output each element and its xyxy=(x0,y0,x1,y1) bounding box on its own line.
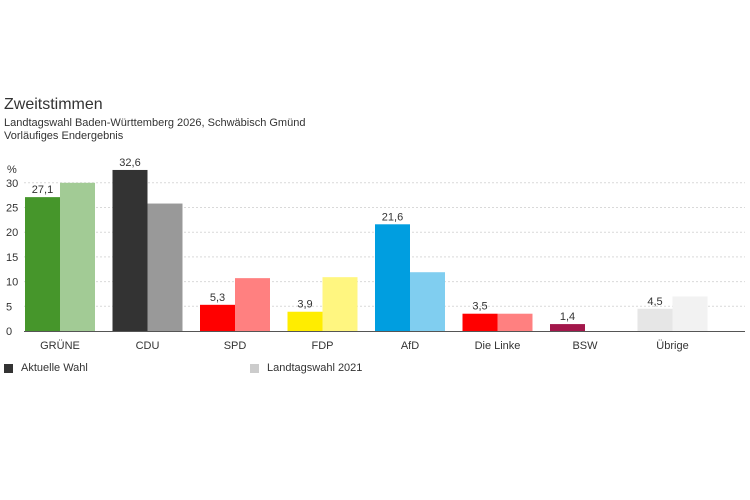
y-tick-label: 25 xyxy=(6,203,18,215)
y-tick-label: 30 xyxy=(6,178,18,190)
legend-label-current: Aktuelle Wahl xyxy=(21,362,88,374)
chart-subtitle: Landtagswahl Baden-Württemberg 2026, Sch… xyxy=(4,117,306,129)
legend-label-previous: Landtagswahl 2021 xyxy=(267,362,363,374)
data-label: 1,4 xyxy=(560,311,575,323)
bar-previous xyxy=(322,277,358,331)
legend-item-previous: Landtagswahl 2021 xyxy=(250,362,362,374)
y-axis: % 0 5 10 15 20 25 30 xyxy=(6,164,745,338)
x-tick-label: BSW xyxy=(572,340,598,352)
x-tick-label: Die Linke xyxy=(475,340,521,352)
x-tick-label: CDU xyxy=(136,340,160,352)
data-label: 27,1 xyxy=(32,184,53,196)
x-tick-label: SPD xyxy=(224,340,247,352)
bar-current xyxy=(25,197,60,331)
y-tick-label: 20 xyxy=(6,227,18,239)
y-tick-label: 15 xyxy=(6,252,18,264)
y-tick-label: 10 xyxy=(6,277,18,289)
bar-current xyxy=(112,169,148,331)
x-tick-label: GRÜNE xyxy=(40,340,80,352)
bar-previous xyxy=(147,203,183,331)
x-axis: GRÜNE CDU SPD FDP AfD Die Linke BSW Übrige xyxy=(40,340,689,352)
bar-current xyxy=(550,324,585,331)
chart-subtitle-status: Vorläufiges Endergebnis xyxy=(4,130,124,142)
x-tick-label: FDP xyxy=(312,340,334,352)
data-label: 32,6 xyxy=(119,157,140,169)
bar-chart: % 0 5 10 15 20 25 30 27,1 32,6 5,3 3,9 21,6 3,5 1,4 4,… xyxy=(6,157,745,352)
data-label: 3,9 xyxy=(297,299,312,311)
bar-current xyxy=(375,224,410,331)
bar-previous xyxy=(672,296,708,331)
data-label: 3,5 xyxy=(472,301,487,313)
chart-title: Zweitstimmen xyxy=(4,96,103,113)
bars xyxy=(25,169,708,331)
data-label: 21,6 xyxy=(382,211,403,223)
legend-swatch-previous xyxy=(250,363,259,373)
bar-current xyxy=(287,311,323,331)
bar-previous xyxy=(410,272,445,331)
bar-previous xyxy=(497,313,533,331)
bar-current xyxy=(200,304,235,331)
x-tick-label: AfD xyxy=(401,340,419,352)
legend-swatch-current xyxy=(4,363,13,373)
y-tick-label: 0 xyxy=(6,326,12,338)
bar-current xyxy=(462,313,498,331)
y-tick-label: 5 xyxy=(6,301,12,313)
x-tick-label: Übrige xyxy=(656,340,688,352)
bar-current xyxy=(637,308,673,331)
data-labels: 27,1 32,6 5,3 3,9 21,6 3,5 1,4 4,5 xyxy=(32,157,663,323)
y-axis-label: % xyxy=(7,164,17,176)
data-label: 4,5 xyxy=(647,296,662,308)
data-label: 5,3 xyxy=(210,292,225,304)
legend-item-current: Aktuelle Wahl xyxy=(4,362,88,374)
bar-previous xyxy=(235,278,270,331)
bar-previous xyxy=(60,182,95,331)
